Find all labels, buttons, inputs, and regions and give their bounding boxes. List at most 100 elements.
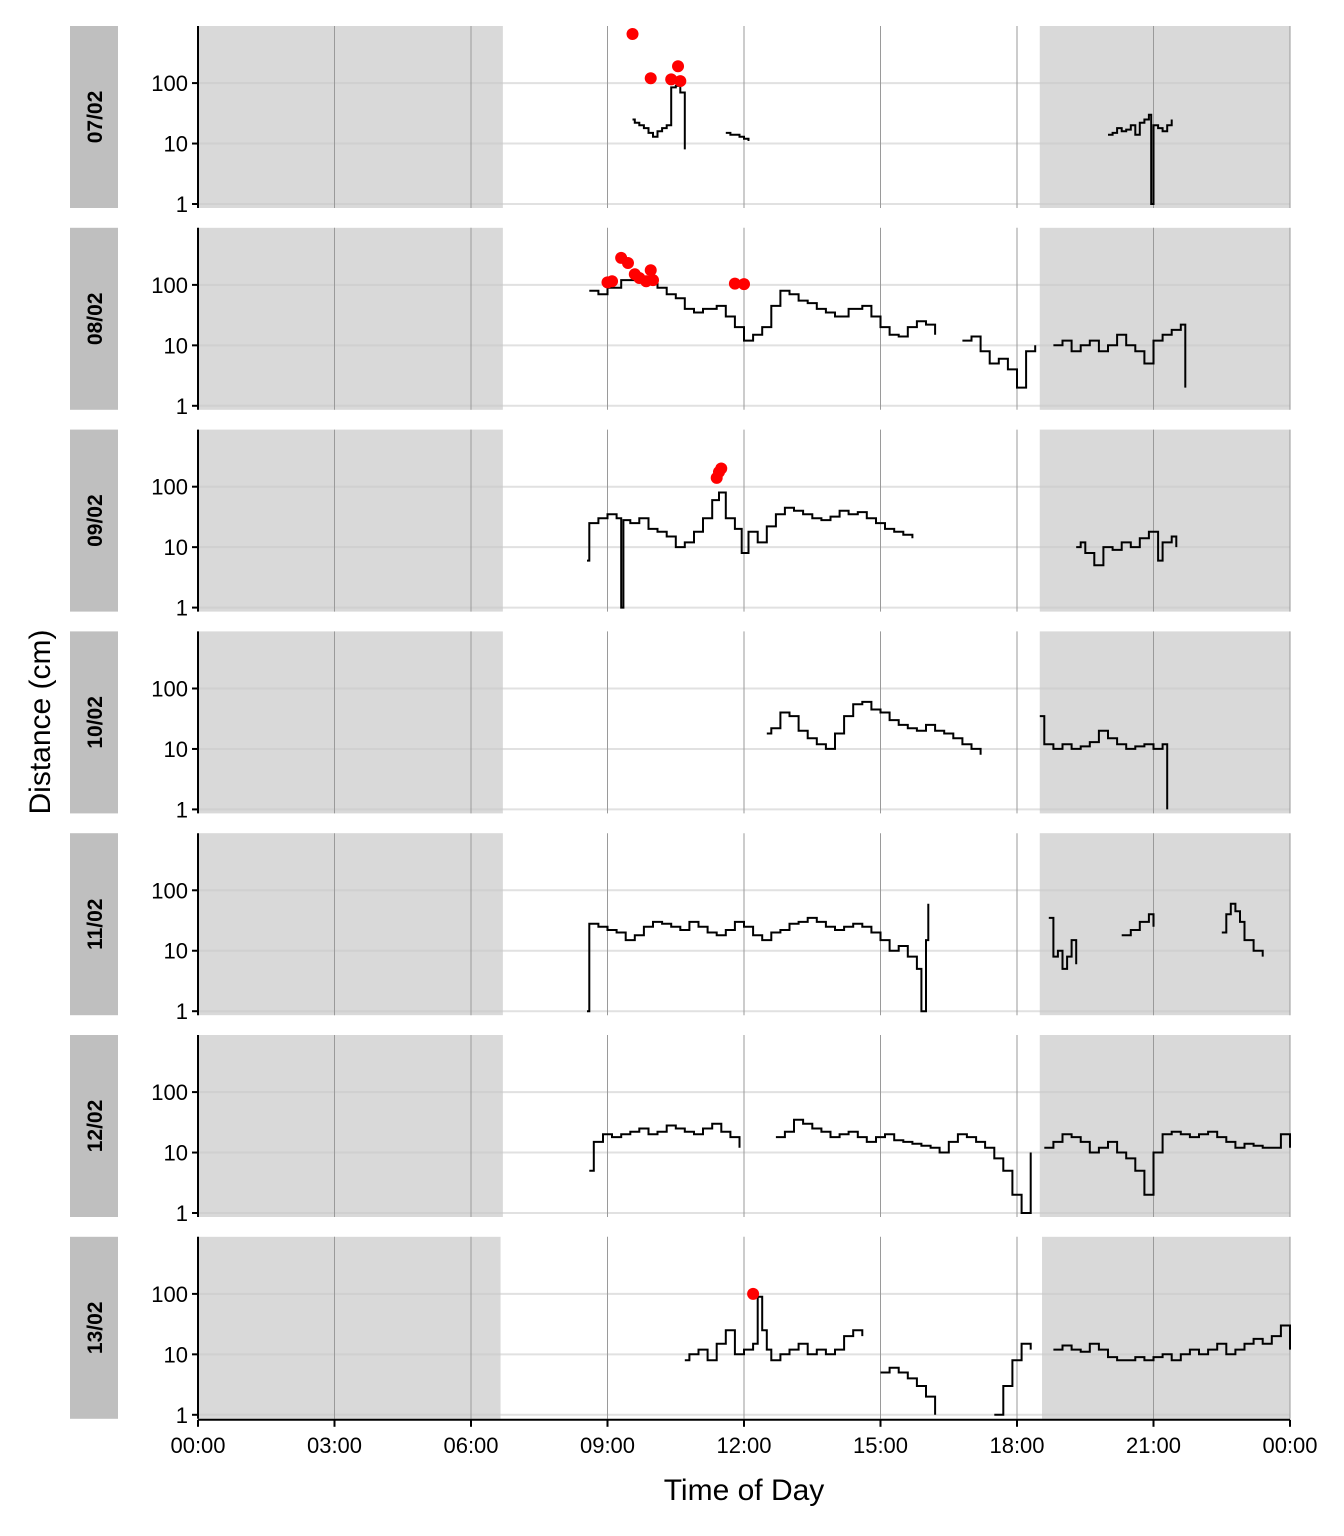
y-tick-label: 1	[176, 1403, 188, 1428]
strip-background	[70, 631, 118, 814]
night-shade-morning	[198, 631, 503, 814]
highlight-point	[665, 73, 678, 86]
y-tick-label: 1	[176, 999, 188, 1024]
x-tick-label: 03:00	[307, 1433, 362, 1458]
highlight-point	[728, 277, 741, 290]
series-segment	[994, 1342, 1032, 1416]
series-segment	[1044, 1130, 1291, 1196]
highlight-point	[672, 60, 685, 73]
y-axis-title: Distance (cm)	[24, 629, 57, 814]
series-segment	[1053, 323, 1187, 388]
series-segment	[766, 700, 982, 755]
panel-07-02: 07/02 1 10 100	[70, 26, 1291, 217]
series-segment	[589, 1122, 741, 1172]
highlight-point	[738, 278, 750, 291]
night-shade-morning	[198, 227, 503, 410]
y-tick-label: 100	[151, 1080, 188, 1105]
x-axis-title: Time of Day	[664, 1474, 825, 1507]
night-shade-morning	[198, 429, 503, 612]
series-segment	[632, 84, 686, 150]
y-tick-label: 100	[151, 878, 188, 903]
highlight-point	[647, 274, 659, 287]
strip-background	[70, 26, 118, 208]
panel-12-02: 12/02 1 10 100	[70, 1035, 1291, 1226]
strip-label: 08/02	[84, 293, 107, 346]
highlight-point	[747, 1287, 760, 1300]
series-segment	[1108, 113, 1173, 205]
series-segment	[587, 491, 914, 609]
y-tick-label: 1	[176, 797, 188, 822]
y-tick-label: 1	[176, 596, 188, 621]
night-shade-evening	[1039, 26, 1290, 208]
series-segment	[1039, 715, 1169, 810]
strip-label: 07/02	[84, 91, 107, 144]
y-tick-label: 10	[164, 132, 188, 157]
y-tick-label: 10	[164, 535, 188, 560]
x-tick-label: 15:00	[853, 1433, 908, 1458]
y-tick-label: 100	[151, 1282, 188, 1307]
night-shade-morning	[198, 26, 503, 208]
highlight-point	[626, 27, 639, 40]
x-tick-label: 09:00	[580, 1433, 635, 1458]
night-shade-morning	[198, 1236, 501, 1419]
y-tick-label: 10	[164, 1141, 188, 1166]
x-tick-label: 00:00	[1262, 1433, 1317, 1458]
x-tick-label: 00:00	[170, 1433, 225, 1458]
panel-11-02: 11/02 1 10 100	[70, 833, 1291, 1024]
y-tick-label: 1	[176, 394, 188, 419]
highlight-point	[621, 257, 634, 270]
series-segment	[775, 1118, 1032, 1214]
strip-label: 13/02	[84, 1302, 107, 1355]
y-tick-label: 100	[151, 71, 188, 96]
series-segment	[1121, 913, 1155, 937]
strip-background	[70, 833, 118, 1016]
x-tick-label: 21:00	[1126, 1433, 1181, 1458]
series-segment	[684, 1295, 864, 1362]
y-tick-label: 1	[176, 192, 188, 217]
strip-label: 09/02	[84, 494, 107, 547]
x-tick-label: 18:00	[989, 1433, 1044, 1458]
panel-09-02: 09/02 1 10 100	[70, 429, 1291, 621]
highlight-point	[644, 264, 657, 277]
panel-10-02: 10/02 1 10 100	[70, 631, 1291, 822]
series-segment	[962, 335, 1037, 389]
strip-background	[70, 1035, 118, 1217]
night-shade-evening	[1039, 833, 1290, 1016]
y-tick-label: 100	[151, 273, 188, 298]
highlight-point	[644, 72, 657, 85]
strip-background	[70, 429, 118, 612]
night-shade-evening	[1039, 429, 1290, 612]
series-segment	[1048, 916, 1078, 970]
strip-label: 10/02	[84, 696, 107, 749]
x-axis: 00:00 03:00 06:00 09:00 12:00 15:00 18:00 21:00…	[170, 1418, 1318, 1458]
series-segment	[1076, 530, 1178, 567]
night-shade-evening	[1039, 631, 1290, 814]
y-tick-label: 100	[151, 475, 188, 500]
series-segment	[1053, 1324, 1291, 1362]
x-tick-label: 06:00	[443, 1433, 498, 1458]
y-tick-label: 100	[151, 676, 188, 701]
series-segment	[725, 131, 750, 141]
panel-08-02: 08/02 1 10 100	[70, 227, 1291, 419]
y-tick-label: 10	[164, 737, 188, 762]
panel-13-02: 13/02 1 10 100	[70, 1236, 1291, 1428]
highlight-point	[715, 462, 728, 475]
night-shade-evening	[1039, 1035, 1290, 1217]
series-segment	[589, 277, 937, 342]
strip-label: 12/02	[84, 1100, 107, 1153]
night-shade-morning	[198, 1035, 503, 1217]
y-tick-label: 10	[164, 1342, 188, 1367]
night-shade-evening	[1039, 227, 1290, 410]
strip-label: 11/02	[84, 898, 107, 949]
series-segment	[587, 903, 930, 1013]
highlight-point	[674, 75, 687, 88]
night-shade-morning	[198, 833, 503, 1016]
series-segment	[880, 1366, 937, 1415]
highlight-point	[606, 275, 619, 288]
series-segment	[1221, 902, 1264, 957]
night-shade-evening	[1042, 1236, 1290, 1419]
y-tick-label: 1	[176, 1201, 188, 1226]
y-tick-label: 10	[164, 333, 188, 358]
x-tick-label: 12:00	[716, 1433, 771, 1458]
